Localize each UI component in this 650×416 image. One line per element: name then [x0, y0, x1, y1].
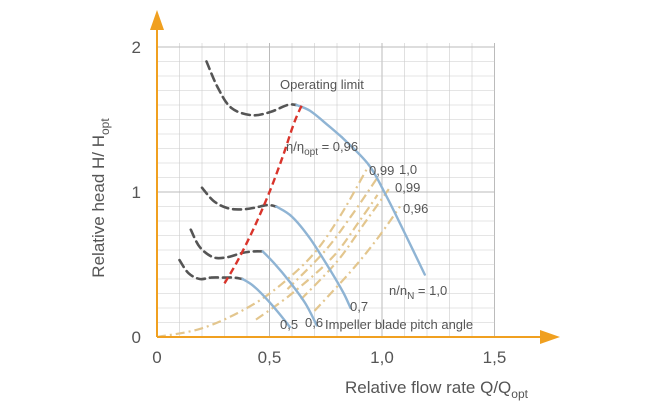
speed-suffix: = 1,0 [414, 283, 447, 298]
eta-suffix: = 0,96 [318, 139, 358, 154]
y-tick-label: 1 [132, 183, 141, 202]
y-axis-title-main: Relative head H/ H [89, 135, 108, 278]
head-curve [340, 135, 426, 276]
head-curve-unstable [205, 60, 298, 117]
x-axis-title: Relative flow rate Q/Qopt [345, 378, 529, 401]
efficiency-096-label: η/ηopt = 0,96 [286, 139, 358, 158]
speed-prefix: n/n [389, 283, 407, 298]
speed-sub: N [407, 291, 414, 302]
y-axis-arrow [150, 10, 164, 30]
tick-labels: 0 0,5 1,0 1,5 0 1 2 [132, 38, 507, 367]
unstable-head-curves [178, 60, 298, 281]
head-curve-unstable [189, 228, 265, 260]
head-curve [241, 277, 291, 329]
y-axis-title-sub: opt [98, 118, 112, 135]
efficiency-099-top-label: 0,99 [369, 163, 394, 178]
x-tick-label: 1,5 [483, 348, 507, 367]
speed-label: n/nN = 1,0 [389, 283, 447, 302]
y-axis-title: Relative head H/ Hopt [89, 118, 112, 278]
angle-06-label: 0,6 [305, 315, 323, 330]
y-tick-label: 2 [132, 38, 141, 57]
angle-05-label: 0,5 [280, 317, 298, 332]
x-tick-label: 1,0 [370, 348, 394, 367]
efficiency-curve [255, 194, 379, 321]
efficiency-curve [156, 165, 370, 339]
head-curve-unstable [178, 258, 244, 281]
efficiency-curve [313, 205, 401, 312]
head-curve-unstable [200, 186, 278, 211]
angle-07-label: 0,7 [350, 299, 368, 314]
head-curve [261, 250, 318, 327]
x-axis-title-main: Relative flow rate Q/Q [345, 378, 511, 397]
efficiency-curves [156, 165, 401, 339]
operating-limit-label: Operating limit [280, 77, 364, 92]
x-tick-label: 0 [152, 348, 161, 367]
eta-prefix: η/η [286, 139, 304, 154]
x-axis-arrow [540, 330, 560, 344]
axes [150, 10, 560, 344]
y-tick-label: 0 [132, 328, 141, 347]
efficiency-096-right-label: 0,96 [403, 201, 428, 216]
x-tick-label: 0,5 [258, 348, 282, 367]
efficiency-099-label: 0,99 [395, 180, 420, 195]
efficiency-10-label: 1,0 [399, 162, 417, 177]
impeller-angle-label: Impeller blade pitch angle [325, 317, 473, 332]
efficiency-curve [286, 176, 379, 290]
head-curve [295, 103, 343, 139]
operating-limit-line [223, 101, 305, 285]
efficiency-curve [300, 188, 390, 301]
x-axis-title-sub: opt [511, 387, 528, 401]
operating-limit-curve [223, 101, 305, 285]
grid [157, 43, 495, 337]
eta-sub: opt [304, 147, 318, 158]
head-curve [275, 205, 352, 310]
